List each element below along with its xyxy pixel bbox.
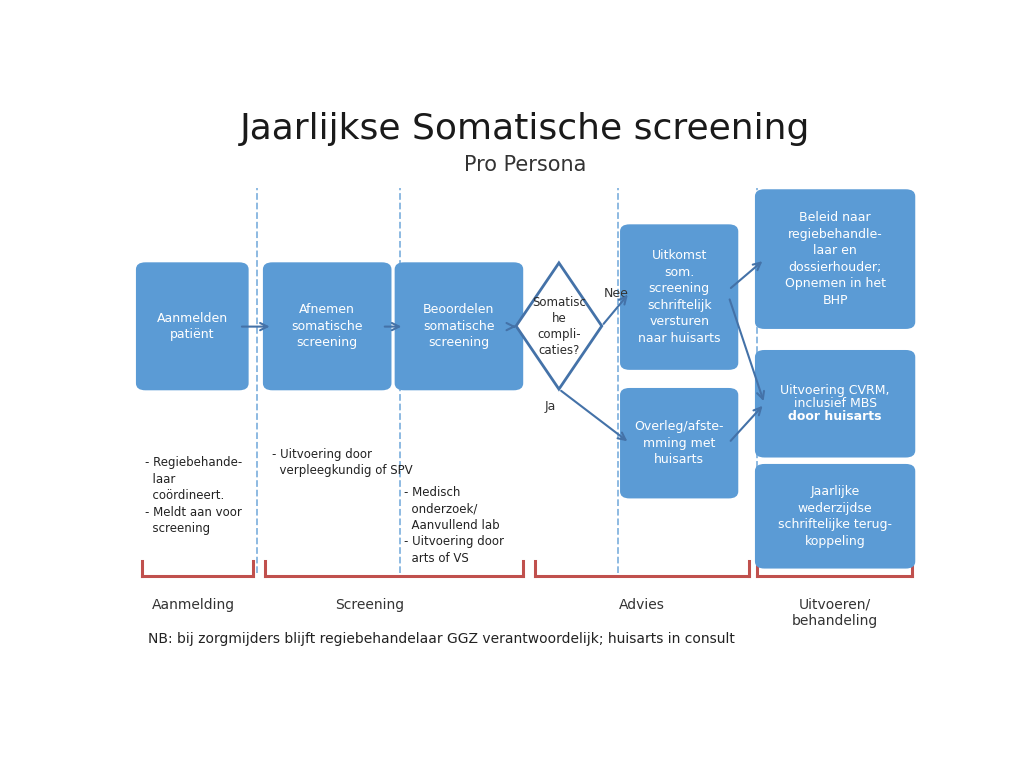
Text: Uitvoeren/
behandeling: Uitvoeren/ behandeling xyxy=(792,598,879,628)
Text: Aanmelden
patiënt: Aanmelden patiënt xyxy=(157,311,228,341)
Text: Advies: Advies xyxy=(620,598,666,612)
Text: Somatisc
he
compli-
caties?: Somatisc he compli- caties? xyxy=(532,295,586,357)
Text: Screening: Screening xyxy=(336,598,404,612)
Text: Afnemen
somatische
screening: Afnemen somatische screening xyxy=(292,304,362,349)
Text: - Uitvoering door
  verpleegkundig of SPV: - Uitvoering door verpleegkundig of SPV xyxy=(272,448,413,477)
Text: NB: bij zorgmijders blijft regiebehandelaar GGZ verantwoordelijk; huisarts in co: NB: bij zorgmijders blijft regiebehandel… xyxy=(147,632,734,646)
Polygon shape xyxy=(516,263,602,389)
FancyBboxPatch shape xyxy=(755,464,915,568)
FancyBboxPatch shape xyxy=(136,263,249,390)
Text: Uitkomst
som.
screening
schriftelijk
versturen
naar huisarts: Uitkomst som. screening schriftelijk ver… xyxy=(638,250,721,345)
Text: Beleid naar
regiebehandle-
laar en
dossierhouder;
Opnemen in het
BHP: Beleid naar regiebehandle- laar en dossi… xyxy=(784,211,886,307)
Text: inclusief MBS: inclusief MBS xyxy=(794,397,877,411)
FancyBboxPatch shape xyxy=(620,388,738,499)
Text: Nee: Nee xyxy=(604,287,629,300)
FancyBboxPatch shape xyxy=(755,189,915,329)
Text: Overleg/afste-
mming met
huisarts: Overleg/afste- mming met huisarts xyxy=(635,420,724,466)
Text: Jaarlijke
wederzijdse
schriftelijke terug-
koppeling: Jaarlijke wederzijdse schriftelijke teru… xyxy=(778,485,892,547)
Text: Uitvoering CVRM,: Uitvoering CVRM, xyxy=(780,384,890,398)
FancyBboxPatch shape xyxy=(620,225,738,370)
Text: Beoordelen
somatische
screening: Beoordelen somatische screening xyxy=(423,304,495,349)
Text: Pro Persona: Pro Persona xyxy=(464,156,586,175)
Text: - Regiebehande-
  laar
  coördineert.
- Meldt aan voor
  screening: - Regiebehande- laar coördineert. - Meld… xyxy=(145,456,243,535)
Text: Jaarlijkse Somatische screening: Jaarlijkse Somatische screening xyxy=(240,112,810,146)
Text: - Medisch
  onderzoek/
  Aanvullend lab
- Uitvoering door
  arts of VS: - Medisch onderzoek/ Aanvullend lab - Ui… xyxy=(404,486,504,565)
FancyBboxPatch shape xyxy=(263,263,391,390)
FancyBboxPatch shape xyxy=(394,263,523,390)
Text: Ja: Ja xyxy=(545,400,556,413)
FancyBboxPatch shape xyxy=(755,350,915,458)
Text: door huisarts: door huisarts xyxy=(788,410,882,423)
Text: Aanmelding: Aanmelding xyxy=(152,598,234,612)
